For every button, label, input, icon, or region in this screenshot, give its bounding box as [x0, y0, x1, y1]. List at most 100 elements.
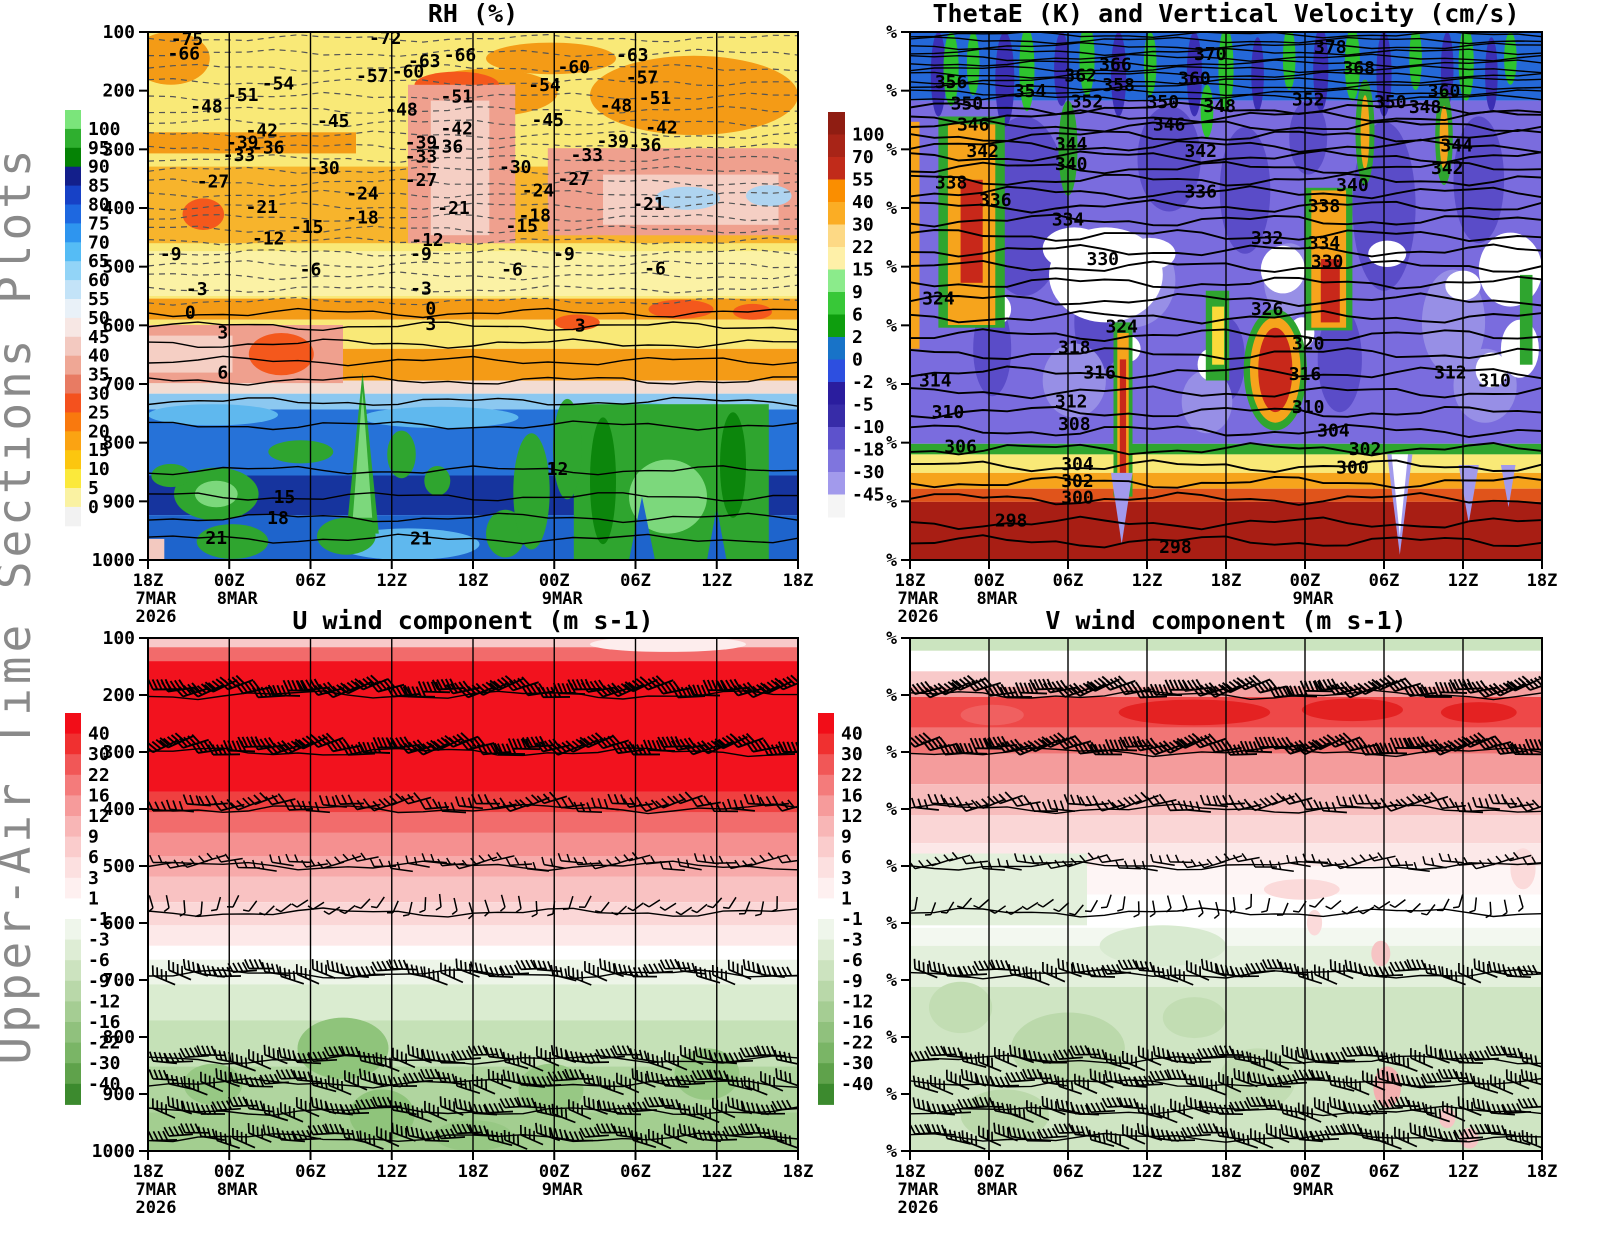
contour-label: 378: [1314, 37, 1347, 58]
colorbar-label: 22: [852, 237, 874, 258]
colorbar-cell: [65, 242, 81, 262]
field-blob: [424, 466, 451, 496]
field-blob: [486, 42, 616, 75]
y-tick-label: %: [886, 22, 897, 43]
field-blob: [349, 1089, 415, 1141]
field-blob: [929, 981, 993, 1034]
y-tick-label: %: [886, 1141, 897, 1162]
contour-label: 346: [1153, 114, 1186, 135]
colorbar-label: 90: [88, 157, 110, 178]
contour-label: 298: [1159, 537, 1192, 558]
contour-line-dashed: [148, 296, 798, 306]
colorbar-label: 40: [841, 724, 863, 745]
contour-label: -66: [167, 44, 200, 65]
contour-label: 348: [1203, 96, 1236, 117]
colorbar-cell: [65, 185, 81, 205]
contour-label: -24: [346, 184, 379, 205]
contour-label: 340: [1055, 154, 1088, 175]
colorbar-cell: [828, 292, 845, 315]
contour-label: 316: [1289, 364, 1322, 385]
y-tick-label: 900: [102, 491, 135, 512]
panel-title-thetae: ThetaE (K) and Vertical Velocity (cm/s): [933, 0, 1520, 28]
field-blob: [387, 430, 416, 479]
colorbar-cell: [818, 733, 834, 755]
field-blob: [196, 524, 269, 559]
x-tick-label: 06Z: [295, 571, 326, 591]
y-tick-label: 400: [102, 799, 135, 820]
y-tick-label: %: [886, 742, 897, 763]
contour-line-dashed: [148, 118, 798, 127]
x-date-label: 2026: [898, 1198, 939, 1218]
contour-label: -42: [440, 119, 473, 140]
contour-label: 300: [1336, 458, 1369, 479]
y-tick-label: %: [886, 433, 897, 454]
colorbar-cell: [65, 713, 81, 735]
contour-label: -75: [171, 29, 204, 50]
wind-barb-row: [148, 791, 798, 814]
colorbar-cell: [818, 857, 834, 879]
panel-title-v-wind: V wind component (m s-1): [1045, 606, 1406, 635]
contour-label: 342: [1431, 158, 1464, 179]
colorbar-cell: [65, 733, 81, 755]
contour-label: -57: [356, 66, 389, 87]
panel-rh: -75-66-72-66-63 -63-60 -60-57 -57-54 -54-51-…: [147, 28, 799, 561]
contour-label: -39: [405, 132, 438, 153]
colorbar-label: 100: [88, 119, 121, 140]
contour-label: 320: [1292, 334, 1325, 355]
y-tick-label: 400: [102, 198, 135, 219]
colorbar-cell: [828, 427, 845, 450]
colorbar-label: 0: [88, 497, 99, 518]
field-blob: [1263, 879, 1340, 900]
colorbar-cell: [65, 1083, 81, 1105]
field-patch: [910, 121, 920, 349]
colorbar-cell: [65, 128, 81, 149]
wind-barb-row: [910, 732, 1542, 756]
contour-label: 336: [979, 190, 1012, 211]
field-blob: [182, 198, 225, 230]
contour-line-dashed: [148, 165, 798, 175]
colorbar-label: -16: [841, 1012, 874, 1033]
colorbar-cell: [828, 494, 845, 518]
contour-label: -30: [499, 157, 532, 178]
contour-label: 330: [1311, 252, 1344, 273]
y-tick-label: 300: [102, 742, 135, 763]
wind-barb-row: [910, 674, 1542, 699]
contour-label: 21: [410, 528, 432, 549]
colorbar-label: 40: [852, 192, 874, 213]
field-blob: [553, 398, 582, 500]
colorbar-cell: [65, 355, 81, 376]
contour-label: 302: [1061, 471, 1094, 492]
contour-label: -60: [392, 62, 425, 83]
contour-label: -15: [291, 217, 324, 238]
field-patch: [1519, 274, 1533, 365]
contour-label: -27: [405, 170, 438, 191]
colorbar-label: 85: [88, 176, 110, 197]
wind-barb-row: [910, 1044, 1542, 1072]
contour-label: 366: [1099, 55, 1132, 76]
x-tick-label: 12Z: [1448, 571, 1479, 591]
y-tick-label: 1000: [92, 550, 135, 571]
contour-label: 350: [951, 93, 984, 114]
contour-label: -3: [410, 279, 432, 300]
contour-label: 314: [919, 370, 952, 391]
y-tick-label: %: [886, 491, 897, 512]
contour-line-dashed: [148, 284, 798, 294]
colorbar-label: 0: [852, 350, 863, 371]
y-tick-label: 500: [102, 856, 135, 877]
x-tick-label: 12Z: [1132, 1162, 1163, 1182]
field-blob: [1440, 702, 1517, 723]
y-tick-label: 200: [102, 81, 135, 102]
contour-label: 18: [267, 508, 289, 529]
contour-label: 3: [575, 316, 586, 337]
field-blob: [183, 1063, 243, 1105]
y-tick-label: 1000: [92, 1141, 135, 1162]
colorbar-rh: 1009590858075706560555045403530252015105…: [65, 110, 121, 527]
contour-label: 346: [957, 114, 990, 135]
x-date-label: 8MAR: [217, 1180, 259, 1200]
colorbar-label: 100: [852, 125, 885, 146]
field-blob: [1186, 32, 1202, 117]
colorbar-label: -18: [852, 440, 885, 461]
field-blob: [590, 55, 798, 135]
contour-label: -54: [262, 74, 295, 95]
x-tick-label: 18Z: [1211, 1162, 1242, 1182]
